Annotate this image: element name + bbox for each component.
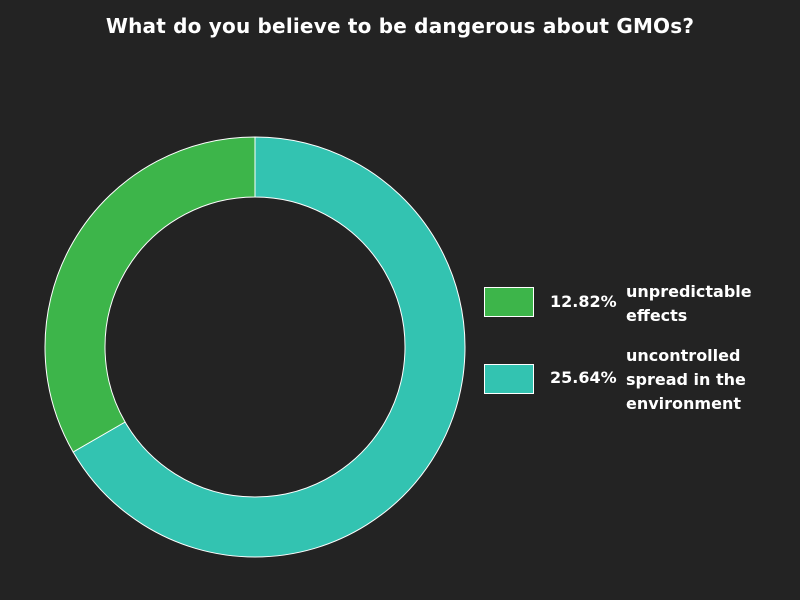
legend-label-uncontrolled-spread: uncontrolled spread in the environment — [626, 346, 746, 413]
chart-title: What do you believe to be dangerous abou… — [105, 14, 695, 38]
legend-value-unpredictable-effects: 12.82% — [550, 292, 617, 311]
legend-label-unpredictable-effects: unpredictable effects — [626, 282, 752, 325]
donut-slices — [44, 136, 466, 558]
legend-value-uncontrolled-spread: 25.64% — [550, 368, 617, 387]
legend-swatch-unpredictable-effects — [484, 287, 534, 317]
legend-swatch-uncontrolled-spread — [484, 364, 534, 394]
donut-slice-unpredictable-effects[interactable] — [44, 136, 256, 453]
donut-slice-uncontrolled-spread[interactable] — [72, 136, 466, 558]
